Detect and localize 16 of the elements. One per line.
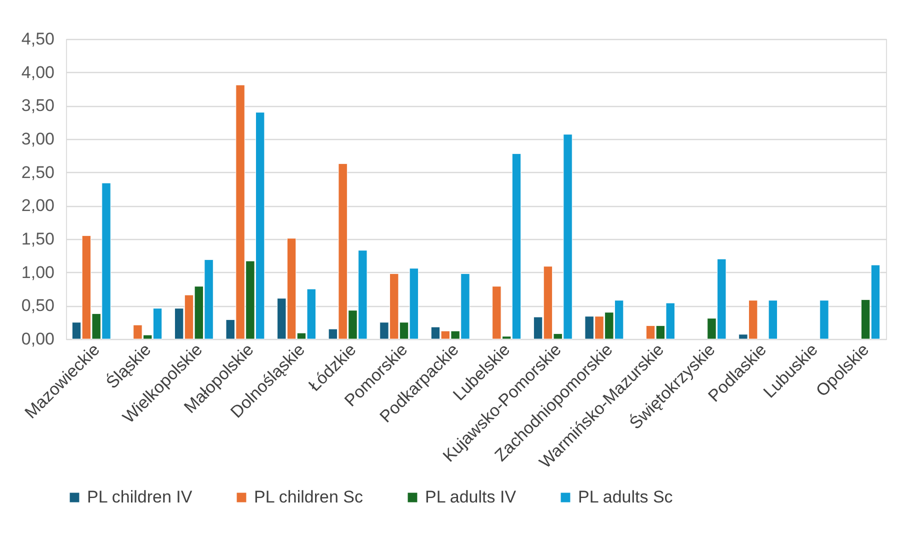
y-tick-label: 2,50 — [21, 162, 54, 182]
y-tick-label: 3,00 — [21, 130, 54, 148]
y-tick-label: 0,00 — [21, 330, 54, 348]
y-tick-label: 0,50 — [21, 296, 54, 316]
legend-label: PL adults IV — [425, 488, 517, 507]
legend-label: PL children Sc — [254, 488, 364, 507]
legend-label: PL children IV — [87, 488, 193, 507]
y-tick-label: 4,00 — [21, 62, 54, 82]
y-tick-label: 1,50 — [21, 230, 54, 248]
legend-label: PL adults Sc — [578, 488, 674, 507]
y-tick-label: 3,50 — [21, 96, 54, 116]
bar — [820, 300, 829, 340]
y-tick-label: 1,00 — [21, 262, 54, 282]
y-tick-label: 4,50 — [21, 30, 54, 48]
y-tick-label: 2,00 — [21, 196, 54, 216]
bar — [768, 300, 778, 340]
